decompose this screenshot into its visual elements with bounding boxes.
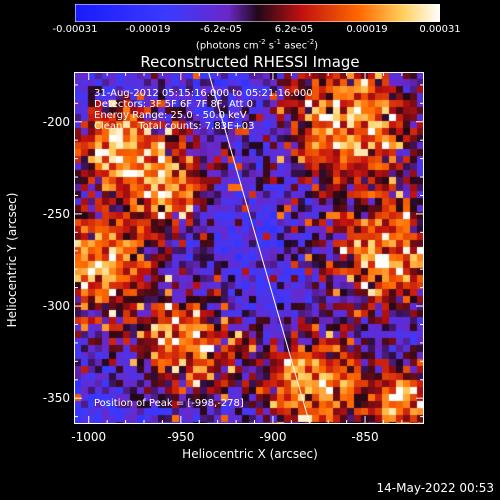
- y-tick-label: -350: [42, 391, 70, 406]
- x-tick-label: -1000: [71, 430, 107, 444]
- plot-frame: [74, 72, 424, 424]
- x-tick-label: -950: [167, 430, 195, 444]
- colorbar-tick-label: 0.00031: [419, 24, 461, 35]
- x-tick-label: -900: [259, 430, 287, 444]
- colorbar-tick-label: 0.00019: [346, 24, 388, 35]
- annotation-total-counts: Clean Total counts: 7.83E+03: [94, 121, 255, 132]
- colorbar-tick-label: -6.2e-05: [200, 24, 242, 35]
- chart-title: Reconstructed RHESSI Image: [140, 53, 360, 71]
- annotation-energy-range: Energy Range: 25.0 - 50.0 keV: [94, 110, 247, 121]
- solar-limb-line: [207, 72, 311, 424]
- annotation-peak-position: Position of Peak = [-998,-278]: [94, 398, 244, 409]
- colorbar-tick-label: -0.00019: [125, 24, 171, 35]
- colorbar-tick-label: 6.2e-05: [274, 24, 314, 35]
- y-axis-label: Heliocentric Y (arcsec): [5, 192, 19, 328]
- colorbar: [75, 4, 440, 22]
- plot-area: 31-Aug-2012 05:15:16.000 to 05:21:16.000…: [74, 72, 424, 424]
- y-tick-label: -250: [42, 206, 70, 221]
- annotation-detectors: Detectors: 3F 5F 6F 7F 8F, Att 0: [94, 99, 254, 110]
- axis-ticks: [74, 72, 424, 424]
- plot-timestamp: 14-May-2022 00:53: [376, 481, 494, 495]
- x-axis-label: Heliocentric X (arcsec): [182, 447, 318, 461]
- heatmap-image: [74, 72, 424, 424]
- plot-overlay: [74, 72, 424, 424]
- annotation-time-range: 31-Aug-2012 05:15:16.000 to 05:21:16.000: [94, 88, 313, 99]
- x-tick-label: -850: [351, 430, 379, 444]
- y-tick-label: -300: [42, 299, 70, 314]
- colorbar-tick-label: -0.00031: [52, 24, 98, 35]
- y-tick-label: -200: [42, 114, 70, 129]
- colorbar-unit: (photons cm-2 s-1 asec-2): [195, 38, 319, 52]
